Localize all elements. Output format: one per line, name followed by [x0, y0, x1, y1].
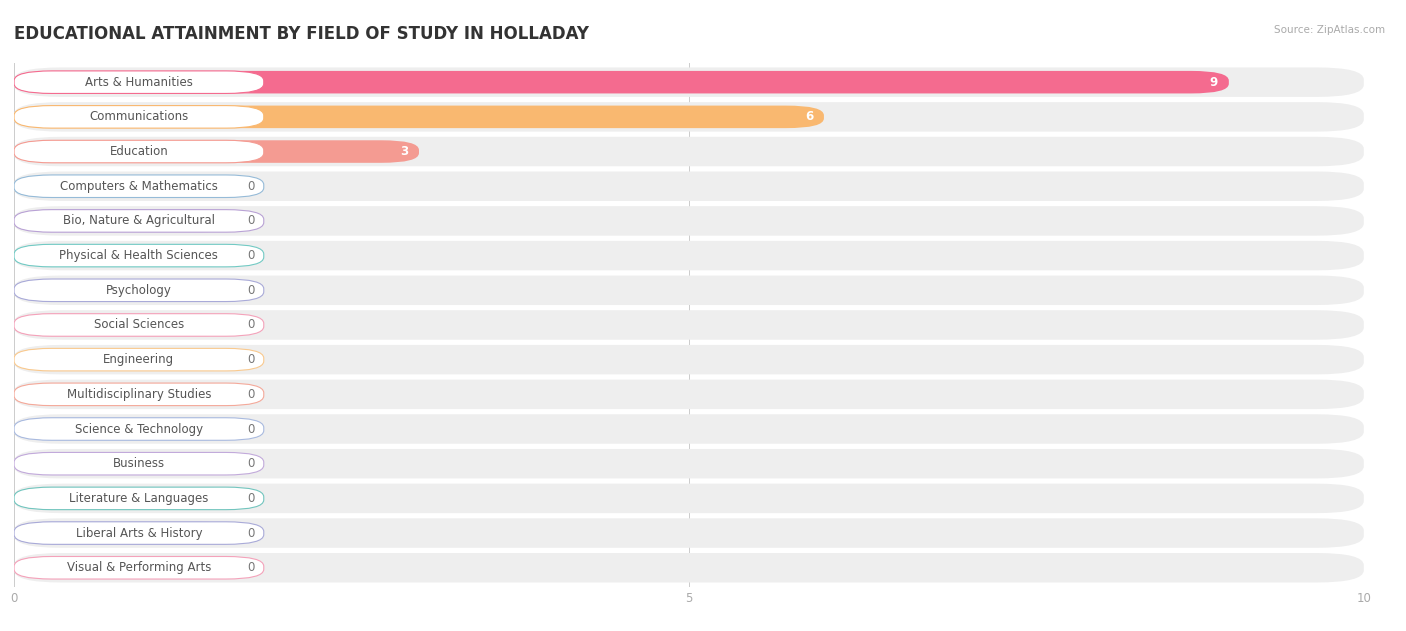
FancyBboxPatch shape: [14, 137, 1364, 167]
Text: Multidisciplinary Studies: Multidisciplinary Studies: [66, 388, 211, 401]
FancyBboxPatch shape: [14, 71, 264, 93]
FancyBboxPatch shape: [14, 383, 264, 406]
Text: 0: 0: [247, 249, 254, 262]
FancyBboxPatch shape: [14, 71, 1229, 93]
FancyBboxPatch shape: [14, 206, 1364, 235]
Text: Engineering: Engineering: [104, 353, 174, 366]
Text: Bio, Nature & Agricultural: Bio, Nature & Agricultural: [63, 215, 215, 227]
Text: Education: Education: [110, 145, 169, 158]
Text: 0: 0: [247, 561, 254, 574]
FancyBboxPatch shape: [14, 383, 236, 406]
FancyBboxPatch shape: [14, 483, 1364, 513]
Text: 0: 0: [247, 319, 254, 331]
Text: Communications: Communications: [90, 110, 188, 123]
FancyBboxPatch shape: [14, 105, 264, 128]
Text: Arts & Humanities: Arts & Humanities: [84, 76, 193, 89]
FancyBboxPatch shape: [14, 279, 236, 302]
Text: Liberal Arts & History: Liberal Arts & History: [76, 527, 202, 540]
FancyBboxPatch shape: [14, 140, 264, 163]
FancyBboxPatch shape: [14, 172, 1364, 201]
FancyBboxPatch shape: [14, 310, 1364, 339]
FancyBboxPatch shape: [14, 518, 1364, 548]
Text: 9: 9: [1209, 76, 1218, 89]
FancyBboxPatch shape: [14, 345, 1364, 374]
FancyBboxPatch shape: [14, 380, 1364, 409]
FancyBboxPatch shape: [14, 415, 1364, 444]
Text: 0: 0: [247, 457, 254, 470]
FancyBboxPatch shape: [14, 276, 1364, 305]
Text: Social Sciences: Social Sciences: [94, 319, 184, 331]
Text: 0: 0: [247, 353, 254, 366]
FancyBboxPatch shape: [14, 452, 236, 475]
Text: Visual & Performing Arts: Visual & Performing Arts: [66, 561, 211, 574]
FancyBboxPatch shape: [14, 557, 264, 579]
FancyBboxPatch shape: [14, 102, 1364, 132]
Text: 3: 3: [401, 145, 408, 158]
Text: Literature & Languages: Literature & Languages: [69, 492, 208, 505]
Text: Computers & Mathematics: Computers & Mathematics: [60, 180, 218, 192]
FancyBboxPatch shape: [14, 452, 264, 475]
Text: 0: 0: [247, 423, 254, 435]
Text: 0: 0: [247, 180, 254, 192]
FancyBboxPatch shape: [14, 557, 236, 579]
Text: 0: 0: [247, 284, 254, 297]
FancyBboxPatch shape: [14, 241, 1364, 270]
FancyBboxPatch shape: [14, 553, 1364, 582]
Text: 0: 0: [247, 492, 254, 505]
Text: Physical & Health Sciences: Physical & Health Sciences: [59, 249, 218, 262]
Text: Psychology: Psychology: [105, 284, 172, 297]
FancyBboxPatch shape: [14, 68, 1364, 97]
Text: 0: 0: [247, 388, 254, 401]
FancyBboxPatch shape: [14, 105, 824, 128]
FancyBboxPatch shape: [14, 279, 264, 302]
Text: 0: 0: [247, 527, 254, 540]
FancyBboxPatch shape: [14, 244, 264, 267]
FancyBboxPatch shape: [14, 522, 236, 545]
Text: EDUCATIONAL ATTAINMENT BY FIELD OF STUDY IN HOLLADAY: EDUCATIONAL ATTAINMENT BY FIELD OF STUDY…: [14, 25, 589, 44]
FancyBboxPatch shape: [14, 314, 236, 336]
FancyBboxPatch shape: [14, 449, 1364, 478]
Text: Business: Business: [112, 457, 165, 470]
FancyBboxPatch shape: [14, 418, 264, 440]
FancyBboxPatch shape: [14, 314, 264, 336]
Text: 6: 6: [804, 110, 813, 123]
FancyBboxPatch shape: [14, 418, 236, 440]
FancyBboxPatch shape: [14, 175, 236, 198]
FancyBboxPatch shape: [14, 140, 419, 163]
FancyBboxPatch shape: [14, 348, 264, 371]
FancyBboxPatch shape: [14, 522, 264, 545]
FancyBboxPatch shape: [14, 348, 236, 371]
Text: Science & Technology: Science & Technology: [75, 423, 202, 435]
FancyBboxPatch shape: [14, 487, 264, 510]
Text: Source: ZipAtlas.com: Source: ZipAtlas.com: [1274, 25, 1385, 35]
FancyBboxPatch shape: [14, 209, 236, 232]
Text: 0: 0: [247, 215, 254, 227]
FancyBboxPatch shape: [14, 175, 264, 198]
FancyBboxPatch shape: [14, 487, 236, 510]
FancyBboxPatch shape: [14, 244, 236, 267]
FancyBboxPatch shape: [14, 209, 264, 232]
